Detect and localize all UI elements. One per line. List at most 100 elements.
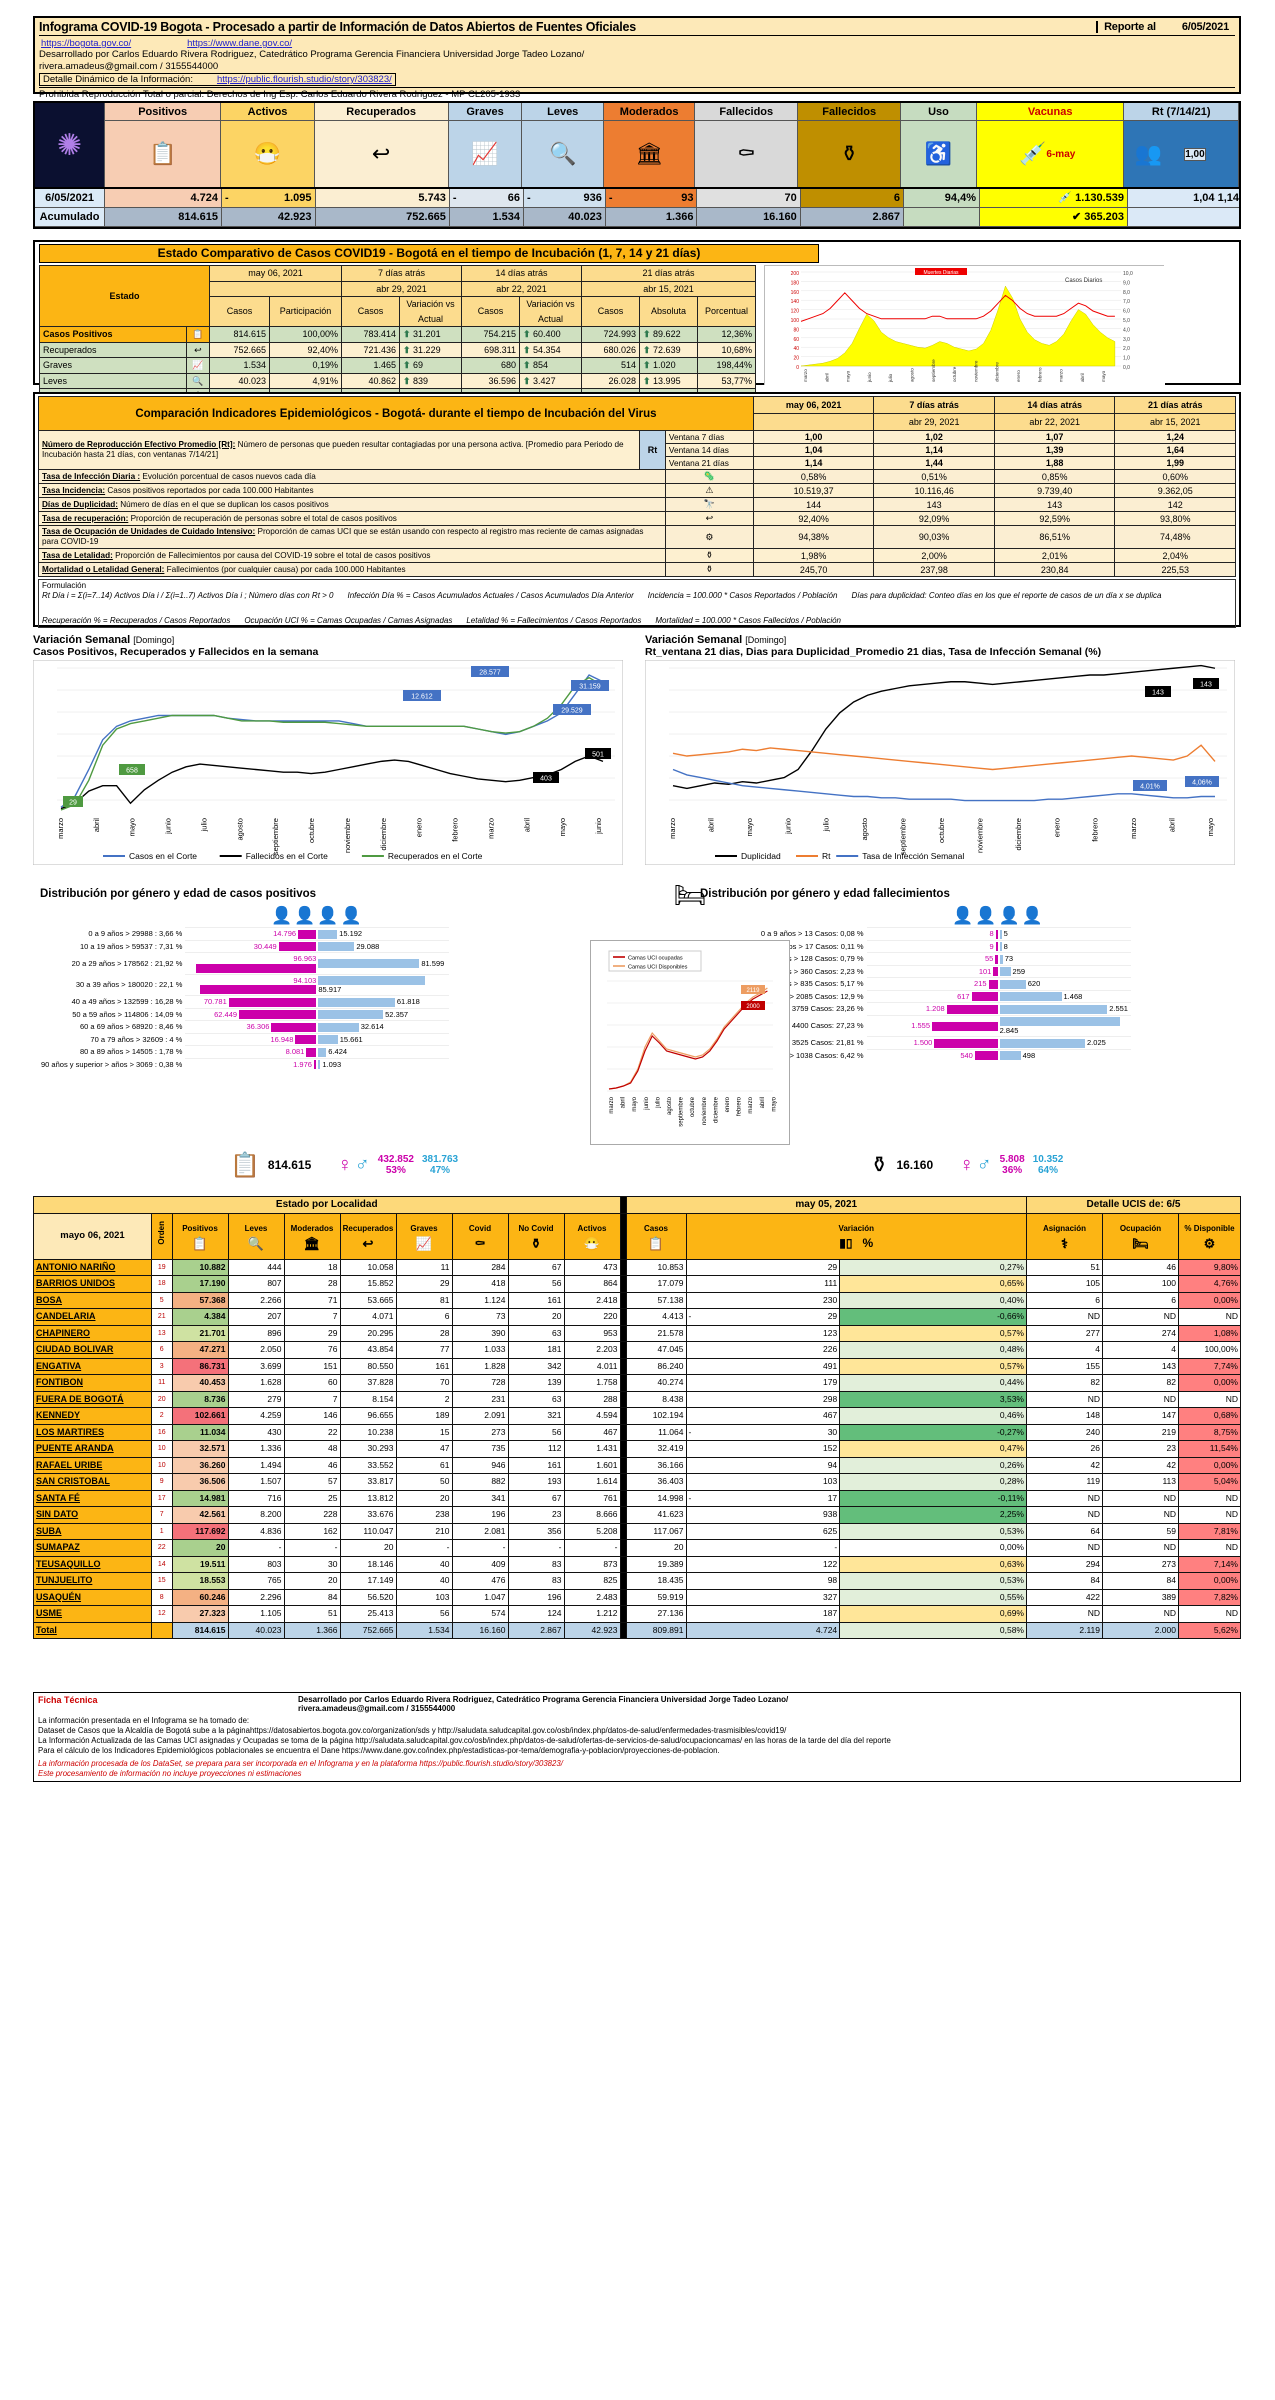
- localidad-graves: 28: [395, 1324, 453, 1342]
- localidad-casos: 32.419: [625, 1440, 687, 1458]
- bar-value-female: 101: [978, 966, 992, 976]
- localidad-variacion: -: [685, 1539, 841, 1557]
- tomb-icon: ⚱: [798, 121, 901, 187]
- localidad-casos: 117.067: [625, 1522, 687, 1540]
- localidad-covid: 273: [451, 1423, 509, 1441]
- bar-male: [318, 1010, 384, 1020]
- kpi-values: 6/05/2021 4.724-1.095 5.743-66-936-93 70 6 94…: [33, 189, 1241, 229]
- bar-value-female: 1.976: [293, 1059, 312, 1069]
- localidad-nocovid: 63: [507, 1390, 565, 1408]
- bar-row: 40 a 49 años > 132599 : 16,28 % 70.781 61.…: [40, 995, 450, 1009]
- header-links: https://bogota.gov.co/ https://www.dane.…: [39, 38, 1235, 49]
- localidad-orden: 1: [151, 1522, 173, 1540]
- chart-variacion-semanal-rt: Variación Semanal [Domingo] Rt_ventana 2…: [644, 634, 1241, 884]
- svg-text:enero: enero: [1016, 370, 1021, 382]
- localidad-ocupacion: 274: [1102, 1324, 1179, 1342]
- bar-male: [318, 929, 338, 939]
- localidad-variacion: -17: [685, 1489, 841, 1507]
- localidad-positivos: 21.701: [171, 1324, 229, 1342]
- col-ocupacion: Ocupación: [1119, 1223, 1162, 1233]
- localidad-graves: 29: [395, 1275, 453, 1293]
- localidad-nocovid: 56: [507, 1275, 565, 1293]
- warning-icon: ⚠: [664, 483, 754, 498]
- person-mask-icon: 😷: [583, 1236, 601, 1251]
- localidad-asignacion: 84: [1026, 1572, 1103, 1590]
- localidad-ocupacion: 59: [1102, 1522, 1179, 1540]
- bar-value-female: 8.081: [285, 1047, 305, 1057]
- localidad-ocupacion: 82: [1102, 1374, 1179, 1392]
- localidad-ocupacion: 143: [1102, 1357, 1179, 1375]
- localidad-activos: 873: [563, 1555, 621, 1573]
- x-tick: abril: [1168, 818, 1177, 833]
- localidad-positivos: 57.368: [171, 1291, 229, 1309]
- localidad-graves: 47: [395, 1440, 453, 1458]
- x-tick: abril: [522, 818, 531, 833]
- table-row: TEUSAQUILLO 14 19.511 803 30 18.146 40 409 83 873…: [33, 1555, 1241, 1573]
- localidad-positivos: 42.561: [171, 1506, 229, 1524]
- svg-text:0,0: 0,0: [1123, 365, 1130, 371]
- localidad-positivos: 20: [171, 1539, 229, 1557]
- bar-male: [999, 954, 1003, 964]
- bar-male: [318, 1047, 327, 1057]
- localidad-recuperados: 96.655: [339, 1407, 397, 1425]
- localidad-positivos: 11.034: [171, 1423, 229, 1441]
- male-pct-positivos: 47%: [430, 1165, 451, 1176]
- localidad-variacion: 98: [685, 1572, 841, 1590]
- table-row-total: Total 814.615 40.023 1.366 752.665 1.534 16.16…: [33, 1621, 1241, 1639]
- localidad-ocupacion: 4: [1102, 1341, 1179, 1359]
- svg-text:9,0: 9,0: [1123, 280, 1130, 286]
- localidad-variacion: 625: [685, 1522, 841, 1540]
- chart-genero-fallecidos-table: 👤👤👤👤 0 a 9 años > 13 Casos: 0,08 % 8 5 10 a …: [700, 905, 1131, 1062]
- localidad-recuperados: 20: [339, 1539, 397, 1557]
- link-bogota[interactable]: https://bogota.gov.co/: [41, 38, 132, 49]
- bar-male: [318, 942, 355, 952]
- svg-text:7,0: 7,0: [1123, 299, 1130, 305]
- localidad-pct: 0,65%: [839, 1275, 1027, 1293]
- localidad-leves: 4.836: [227, 1522, 285, 1540]
- localidad-nocovid: 196: [507, 1588, 565, 1606]
- localidad-graves: 2: [395, 1390, 453, 1408]
- localidad-casos: 47.045: [625, 1341, 687, 1359]
- data-label: 403: [540, 776, 552, 783]
- localidad-graves: 81: [395, 1291, 453, 1309]
- localidad-asignacion: ND: [1026, 1506, 1103, 1524]
- svg-text:40: 40: [793, 346, 799, 352]
- localidad-ocupacion: ND: [1102, 1308, 1179, 1326]
- col-disponible: % Disponible: [1184, 1223, 1235, 1233]
- bar-category: 60 a 69 años > 68920 : 8,46 %: [79, 1022, 183, 1032]
- localidad-pct: 0,48%: [839, 1341, 1027, 1359]
- localidad-nocovid: 67: [507, 1258, 565, 1276]
- localidad-positivos: 10.882: [171, 1258, 229, 1276]
- kpi-row-total: Acumulado 814.615 42.923 752.665 1.534 40.023…: [35, 208, 1239, 227]
- localidad-pct: 0,53%: [839, 1572, 1027, 1590]
- localidad-leves: 8.200: [227, 1506, 285, 1524]
- localidad-recuperados: 25.413: [339, 1605, 397, 1623]
- localidad-disponible: 7,81%: [1178, 1522, 1241, 1540]
- epidemiologicos-table: Comparación Indicadores Epidemiológicos …: [37, 396, 1236, 577]
- localidad-pct: 0,00%: [839, 1539, 1027, 1557]
- link-dane[interactable]: https://www.dane.gov.co/: [187, 38, 293, 49]
- localidad-disponible: ND: [1178, 1308, 1241, 1326]
- localidad-asignacion: 119: [1026, 1473, 1103, 1491]
- gear-icon: ⚙: [664, 525, 754, 549]
- localidad-moderados: 46: [283, 1456, 341, 1474]
- svg-text:180: 180: [791, 280, 800, 286]
- female-total-positivos: 432.852: [377, 1154, 414, 1165]
- svg-text:8,0: 8,0: [1123, 290, 1130, 296]
- arrow-return-icon: ↩: [664, 511, 754, 526]
- x-tick: enero: [1052, 818, 1061, 837]
- male-total-positivos: 381.763: [421, 1154, 459, 1165]
- kpi-col-moderados: Moderados 🏛: [604, 103, 696, 187]
- svg-text:1,0: 1,0: [1123, 356, 1130, 362]
- bar-category: 40 a 49 años > 835 Casos: 5,17 %: [748, 979, 864, 989]
- table-row: CIUDAD BOLIVAR 6 47.271 2.050 76 43.854 77 1.03…: [33, 1341, 1241, 1359]
- link-flourish[interactable]: https://public.flourish.studio/story/303…: [216, 74, 392, 85]
- table-row: Número de Reproducción Efectivo Promedio…: [37, 430, 1236, 470]
- x-tick: octubre: [937, 818, 946, 843]
- localidad-graves: 77: [395, 1341, 453, 1359]
- table-row: Leves 🔍 40.023 4,91% 40.862 ⬆ 839 36.596 ⬆ 3.42…: [39, 372, 756, 389]
- localidad-orden: 8: [151, 1588, 173, 1606]
- bar-male: [999, 942, 1002, 952]
- localidad-variacion: 122: [685, 1555, 841, 1573]
- localidad-variacion: 491: [685, 1357, 841, 1375]
